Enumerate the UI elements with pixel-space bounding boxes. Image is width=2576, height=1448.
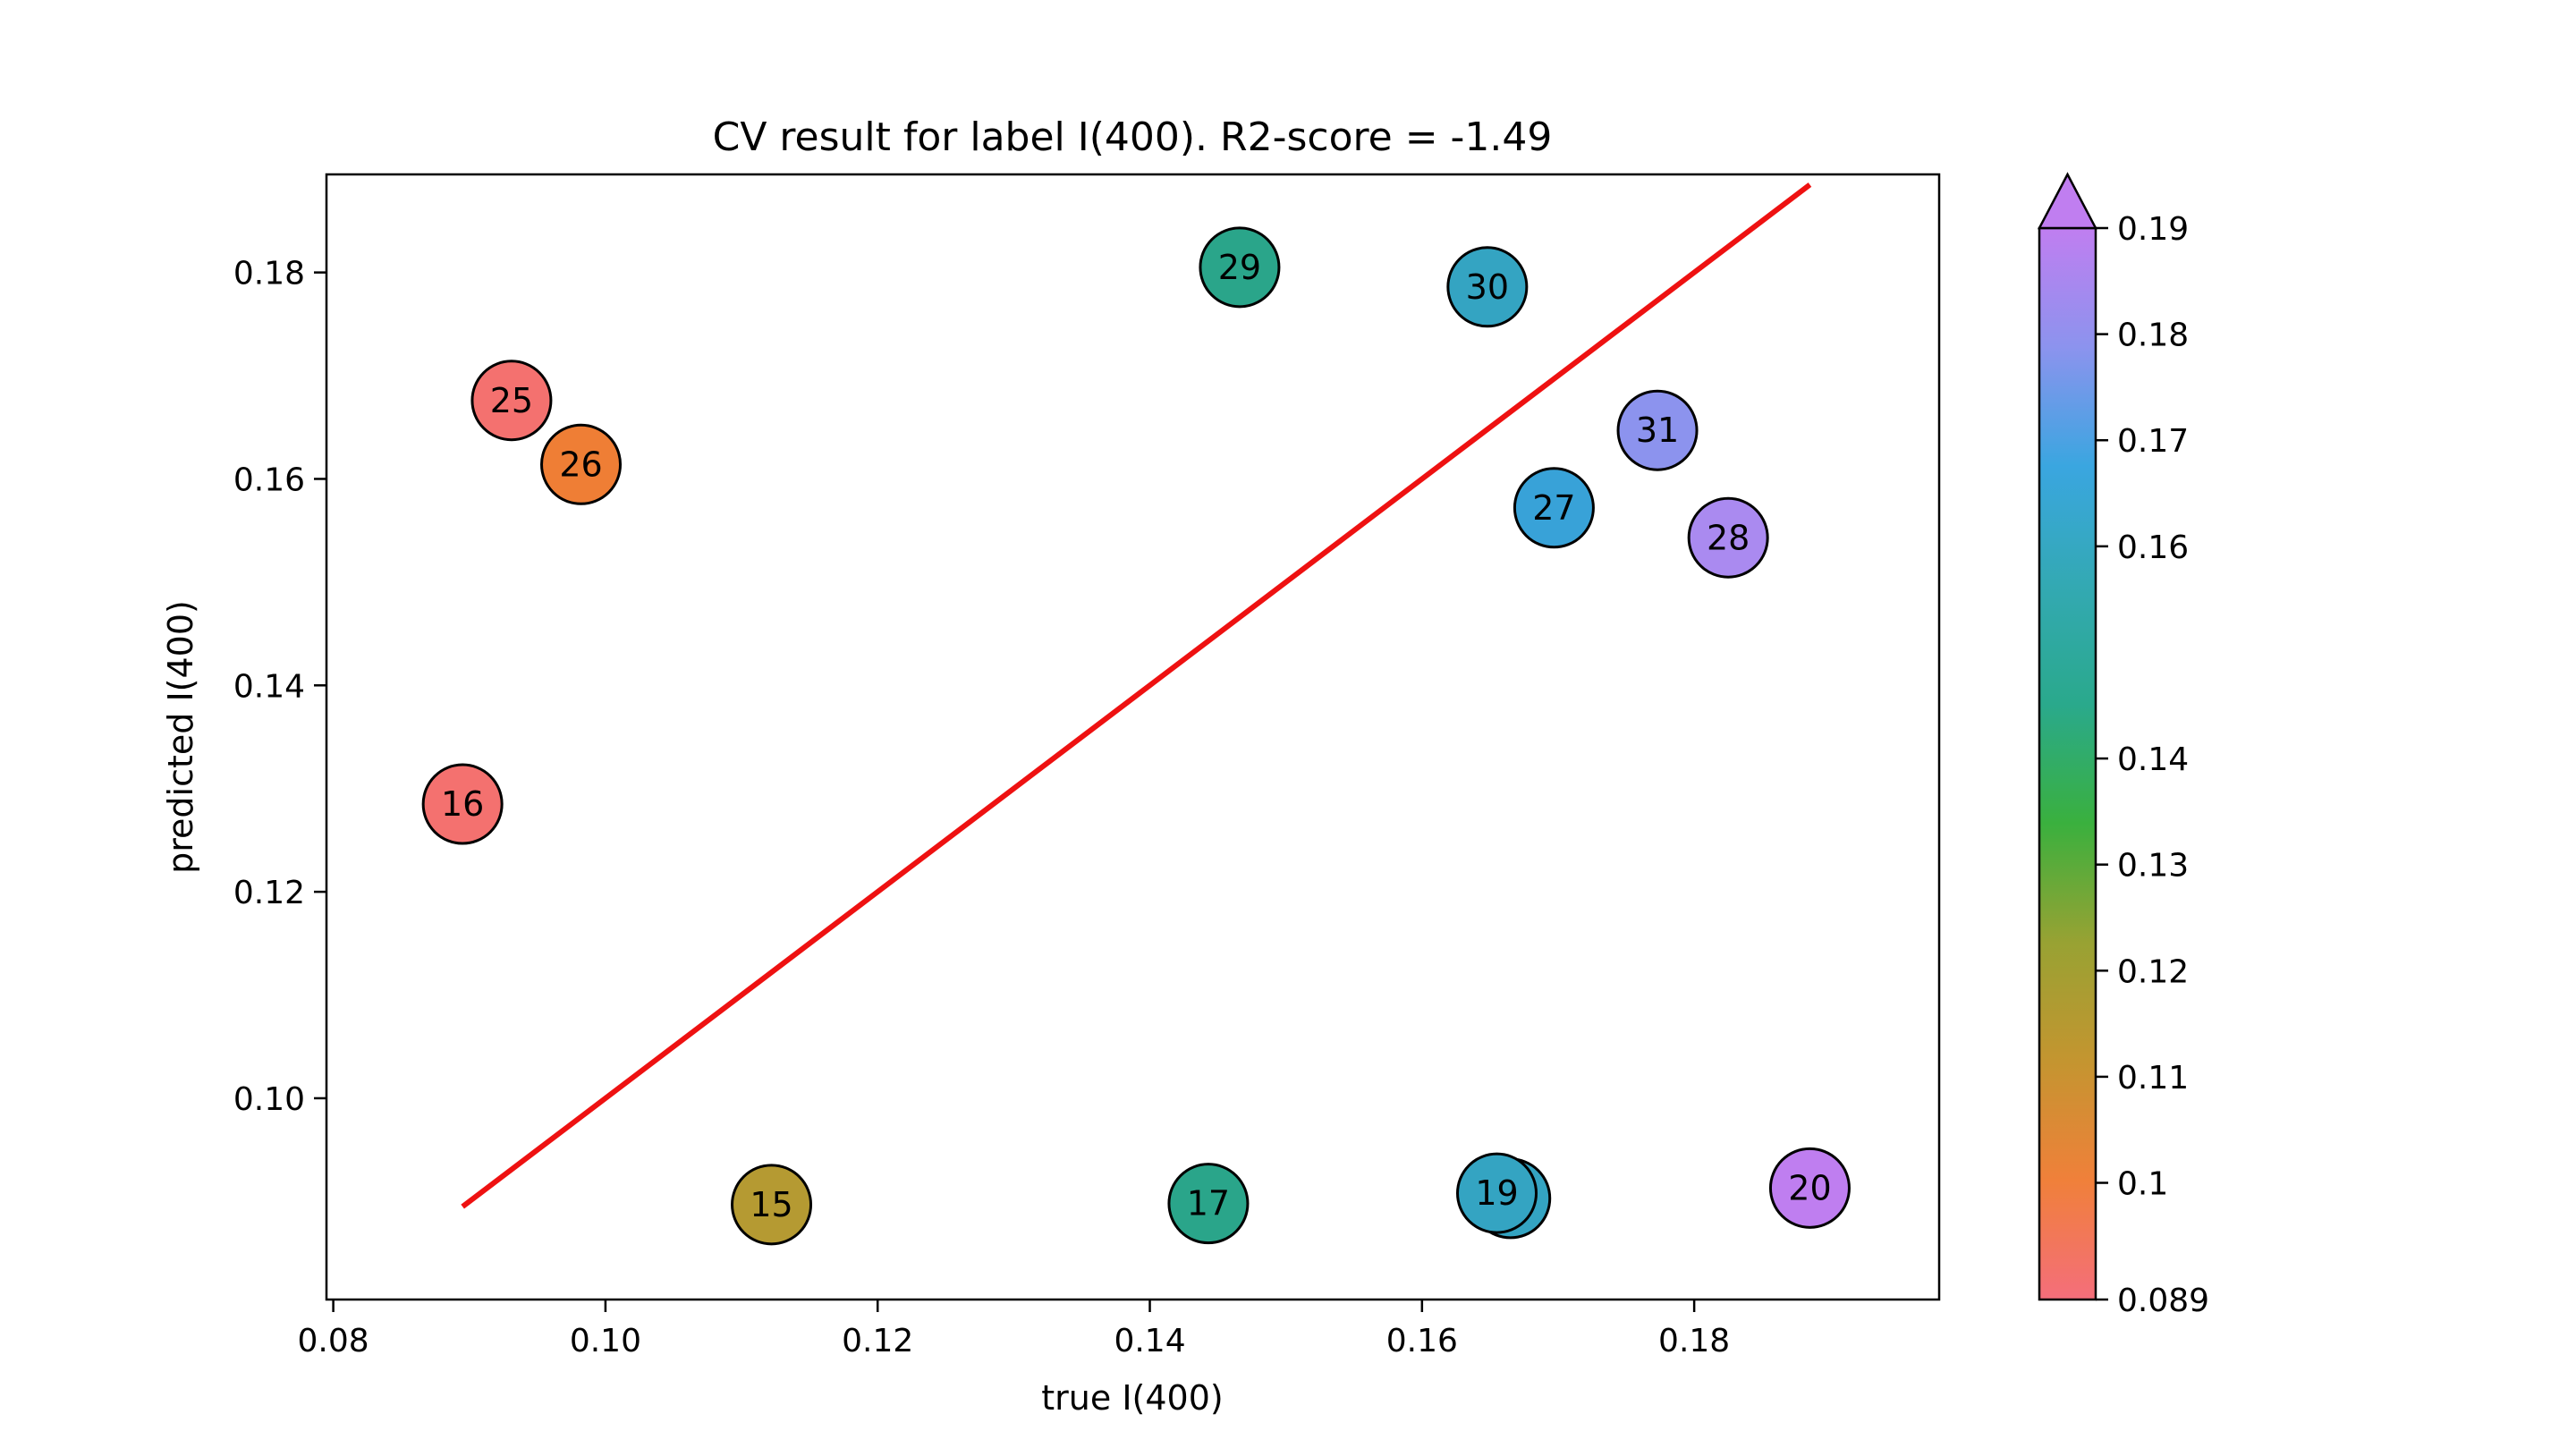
x-tick-label: 0.10	[570, 1323, 641, 1359]
data-point: 17	[1167, 1163, 1250, 1245]
data-point: 20	[1768, 1147, 1851, 1229]
point-marker	[1768, 1147, 1851, 1229]
point-marker	[1616, 389, 1699, 471]
data-points: 29302526312728161517181920	[421, 226, 1851, 1246]
y-axis-ticks: 0.10 0.12 0.14 0.16 0.18	[233, 256, 326, 1118]
point-label: 16	[441, 784, 484, 824]
colorbar-tick-label: 0.19	[2117, 211, 2189, 248]
point-marker	[421, 763, 504, 845]
y-tick-label: 0.18	[233, 256, 305, 292]
point-label: 26	[559, 445, 602, 484]
colorbar-tick-label: 0.089	[2117, 1283, 2209, 1319]
colorbar-tick-label: 0.14	[2117, 741, 2189, 778]
x-tick-label: 0.16	[1386, 1323, 1458, 1359]
point-label: 15	[750, 1185, 792, 1224]
y-tick-label: 0.16	[233, 461, 305, 498]
y-tick-label: 0.12	[233, 875, 305, 911]
point-marker	[1167, 1163, 1250, 1245]
colorbar-tick-label: 0.17	[2117, 423, 2189, 460]
y-tick-label: 0.14	[233, 668, 305, 705]
point-label: 27	[1532, 488, 1575, 528]
point-label: 20	[1788, 1168, 1831, 1207]
data-point: 28	[1687, 496, 1769, 579]
colorbar-tick-label: 0.11	[2117, 1060, 2189, 1097]
point-label: 17	[1187, 1184, 1230, 1224]
data-point: 16	[421, 763, 504, 845]
data-point: 31	[1616, 389, 1699, 471]
x-tick-label: 0.12	[842, 1323, 913, 1359]
point-marker	[1687, 496, 1769, 579]
point-label: 19	[1475, 1173, 1518, 1213]
point-marker	[1199, 226, 1281, 309]
y-axis-label: predicted I(400)	[161, 600, 200, 874]
colorbar-tick-label: 0.16	[2117, 529, 2189, 566]
point-marker	[1513, 467, 1595, 549]
x-axis-label: true I(400)	[1041, 1378, 1223, 1418]
x-axis-ticks: 0.08 0.10 0.12 0.14 0.16 0.18	[298, 1300, 1730, 1359]
reference-line	[461, 182, 1812, 1209]
data-point: 15	[731, 1164, 813, 1246]
data-point: 29	[1199, 226, 1281, 309]
point-label: 30	[1466, 267, 1509, 307]
colorbar-tick-label: 0.1	[2117, 1166, 2168, 1203]
x-tick-label: 0.14	[1114, 1323, 1185, 1359]
colorbar-gradient	[2038, 226, 2097, 1301]
colorbar-extend-arrow	[2037, 172, 2098, 230]
data-point: 25	[470, 360, 553, 442]
plot-frame	[325, 173, 1941, 1301]
colorbar-tick-label: 0.13	[2117, 848, 2189, 885]
point-marker	[1456, 1152, 1538, 1234]
point-marker	[731, 1164, 813, 1246]
data-point: 30	[1446, 246, 1529, 328]
x-tick-label: 0.18	[1658, 1323, 1730, 1359]
point-label: 28	[1707, 518, 1750, 557]
data-point: 19	[1456, 1152, 1538, 1234]
y-tick-label: 0.10	[233, 1081, 305, 1118]
x-tick-label: 0.08	[298, 1323, 369, 1359]
colorbar-tick-label: 0.18	[2117, 318, 2189, 354]
chart-title: CV result for label I(400). R2-score = -…	[713, 114, 1553, 160]
colorbar-ticks: 0.089 0.1 0.11 0.12 0.13 0.14 0.16 0.17 0.18 0.19	[2096, 211, 2209, 1319]
colorbar-tick-label: 0.12	[2117, 953, 2189, 990]
point-label: 25	[490, 381, 533, 420]
data-point: 26	[540, 423, 623, 505]
data-point: 27	[1513, 467, 1595, 549]
point-marker	[470, 360, 553, 442]
point-marker	[540, 423, 623, 505]
point-label: 31	[1636, 411, 1679, 450]
point-label: 29	[1218, 248, 1261, 287]
colorbar: 0.089 0.1 0.11 0.12 0.13 0.14 0.16 0.17 0.18 0.19	[2037, 172, 2209, 1319]
point-marker	[1446, 246, 1529, 328]
